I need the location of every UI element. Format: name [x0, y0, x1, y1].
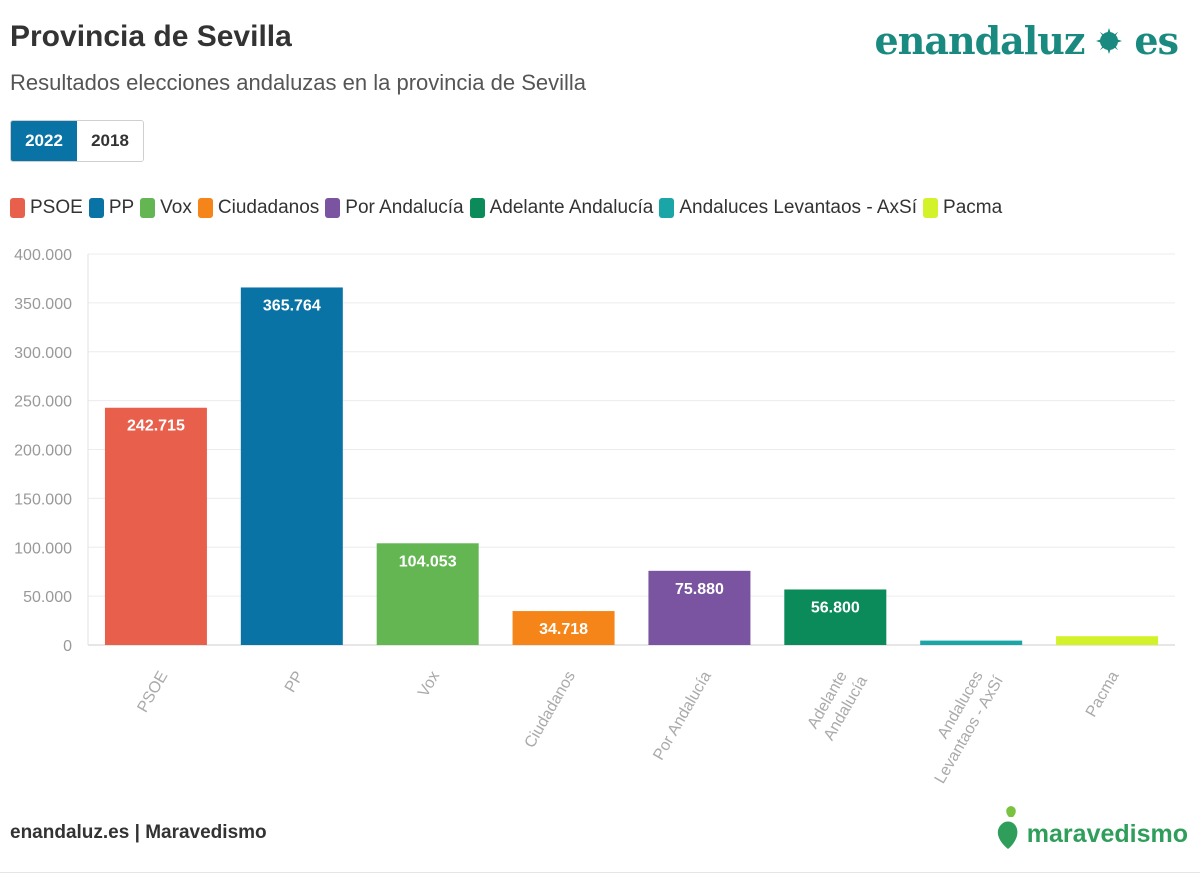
legend-label: Pacma: [943, 197, 1003, 218]
y-tick-label: 0: [63, 638, 72, 655]
legend-label: Adelante Andalucía: [489, 197, 654, 218]
brand-logo[interactable]: enandaluz es: [874, 18, 1179, 63]
bar: [784, 589, 887, 645]
x-tick-label: Por Andalucía: [650, 668, 715, 763]
x-tick-label-line: Pacma: [1083, 668, 1123, 720]
x-tick-label-line: PSOE: [134, 669, 171, 716]
bar: [104, 407, 207, 645]
legend-item[interactable]: Adelante Andalucía: [469, 197, 654, 219]
legend-label: Por Andalucía: [345, 197, 464, 218]
sun-icon: [1096, 27, 1123, 54]
data-label: 34.718: [539, 621, 588, 638]
bottom-divider: [0, 872, 1200, 873]
x-tick-label: AdelanteAndalucía: [803, 663, 871, 743]
legend-label: PSOE: [30, 197, 83, 218]
bar: [1056, 636, 1159, 645]
y-tick-label: 200.000: [14, 443, 72, 460]
legend-label: PP: [108, 197, 135, 218]
legend-swatch: [469, 198, 485, 218]
x-tick-label-line: Ciudadanos: [522, 669, 579, 751]
legend-item[interactable]: PP: [88, 197, 135, 219]
legend-label: Ciudadanos: [217, 197, 320, 218]
bar: [512, 611, 615, 645]
legend-swatch: [923, 198, 939, 218]
legend-item[interactable]: Andaluces Levantaos - AxSí: [659, 197, 917, 219]
year-tabs: 2022 2018: [10, 120, 144, 162]
legend-swatch: [88, 198, 104, 218]
maravedismo-logo[interactable]: maravedismo: [993, 805, 1188, 851]
y-tick-label: 300.000: [14, 345, 72, 362]
tab-2022[interactable]: 2022: [11, 121, 77, 161]
legend-item[interactable]: Vox: [140, 197, 192, 219]
legend-swatch: [325, 198, 341, 218]
footer-source: enandaluz.es | Maravedismo: [10, 822, 267, 843]
leaf-icon: [997, 806, 1018, 849]
y-tick-label: 150.000: [14, 491, 72, 508]
x-tick-label: Pacma: [1083, 668, 1123, 720]
brand-domain: es: [1134, 18, 1179, 63]
x-tick-label-line: Vox: [415, 669, 443, 701]
bar: [920, 640, 1023, 645]
brand-name: enandaluz: [874, 18, 1086, 63]
data-label: 75.880: [675, 581, 724, 598]
x-tick-label: AndalucesLevantaos - AxSí: [914, 663, 1007, 787]
chart-legend: PSOE PP Vox Ciudadanos Por Andalucía Adelante…: [10, 197, 1008, 219]
data-label: 56.800: [811, 599, 860, 616]
legend-label: Vox: [160, 197, 192, 218]
logo-text: maravedismo: [1026, 820, 1188, 848]
legend-swatch: [659, 198, 675, 218]
bar: [648, 570, 751, 645]
chart-subtitle: Resultados elecciones andaluzas en la pr…: [10, 70, 587, 95]
x-tick-label: PP: [282, 669, 307, 696]
legend-swatch: [140, 198, 156, 218]
data-label: 104.053: [399, 553, 457, 570]
legend-item[interactable]: PSOE: [10, 197, 83, 219]
y-tick-label: 50.000: [23, 589, 72, 606]
bar-chart: 0 50.000 100.000 150.000 200.000 250.000 300.0…: [14, 247, 1175, 787]
x-tick-label-line: PP: [282, 669, 307, 696]
bar: [240, 287, 343, 645]
bar: [376, 543, 479, 645]
x-tick-label: PSOE: [134, 669, 171, 716]
legend-item[interactable]: Por Andalucía: [325, 197, 464, 219]
chart-title: Provincia de Sevilla: [10, 20, 292, 53]
legend-label: Andaluces Levantaos - AxSí: [679, 197, 918, 218]
x-tick-label: Vox: [415, 669, 443, 701]
y-tick-label: 100.000: [14, 540, 72, 557]
legend-item[interactable]: Ciudadanos: [197, 197, 320, 219]
y-tick-label: 400.000: [14, 247, 72, 264]
legend-swatch: [197, 198, 213, 218]
legend-swatch: [10, 198, 25, 218]
x-tick-label: Ciudadanos: [522, 669, 579, 751]
y-tick-label: 250.000: [14, 394, 72, 411]
tab-2018[interactable]: 2018: [77, 121, 143, 161]
x-tick-label-line: Por Andalucía: [650, 668, 715, 763]
data-label: 242.715: [127, 418, 185, 435]
data-label: 365.764: [263, 297, 321, 314]
legend-item[interactable]: Pacma: [923, 197, 1002, 219]
y-tick-label: 350.000: [14, 296, 72, 313]
